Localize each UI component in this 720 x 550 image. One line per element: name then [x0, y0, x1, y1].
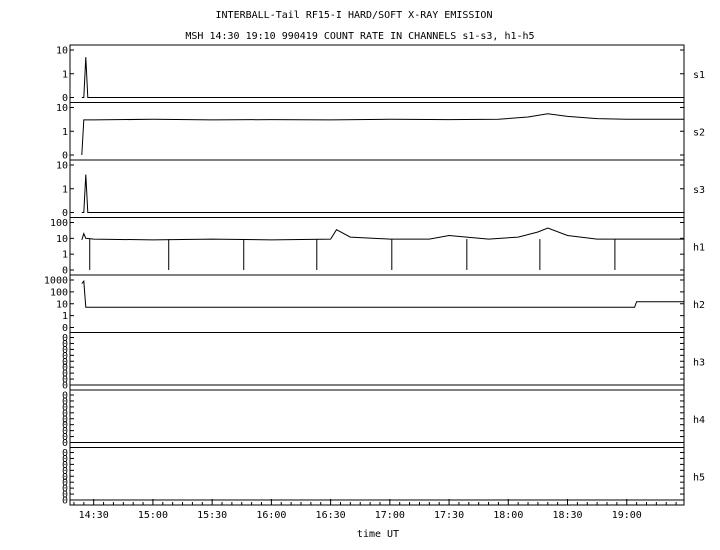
- x-tick-label: 15:30: [197, 510, 227, 521]
- series-line-s3: [81, 174, 684, 213]
- y-tick-label: 0: [62, 408, 68, 419]
- x-tick-label: 15:00: [138, 510, 168, 521]
- y-tick-label: 0: [62, 496, 68, 507]
- y-tick-label: 0: [62, 420, 68, 431]
- chart-title: INTERBALL-Tail RF15-I HARD/SOFT X-RAY EM…: [216, 10, 493, 21]
- y-tick-label: 0: [62, 472, 68, 483]
- y-tick-label: 0: [62, 402, 68, 413]
- y-tick-label: 1000: [44, 276, 68, 287]
- y-tick-label: 0: [62, 375, 68, 386]
- channel-label-h4: h4: [693, 415, 705, 426]
- x-axis: 14:30 15:00 15:30 16:00 16:30 17:00 17:30 18:00…: [73, 499, 677, 521]
- panel-frame: [69, 274, 685, 333]
- y-tick-label: 0: [62, 363, 68, 374]
- x-tick-label: 19:00: [612, 510, 642, 521]
- y-tick-label: 0: [62, 426, 68, 437]
- series-line-h1: [81, 227, 684, 241]
- y-tick-label: 0: [62, 351, 68, 362]
- y-tick-label: 0: [62, 396, 68, 407]
- x-tick-label: 17:30: [434, 510, 464, 521]
- panel-frame: [69, 447, 685, 506]
- y-tick-label: 0: [62, 438, 68, 449]
- channel-label-s3: s3: [693, 185, 705, 196]
- y-tick-label: 0: [62, 323, 68, 334]
- x-tick-label: 18:30: [552, 510, 582, 521]
- y-tick-label: 1: [62, 127, 68, 138]
- y-tick-label: 0: [62, 391, 68, 402]
- series-line-s1: [81, 57, 684, 98]
- y-tick-label: 0: [62, 381, 68, 392]
- y-tick-label: 0: [62, 484, 68, 495]
- y-tick-label: 0: [62, 466, 68, 477]
- panel-frame: [69, 389, 685, 448]
- channel-label-h2: h2: [693, 300, 705, 311]
- y-tick-label: 0: [62, 460, 68, 471]
- chart-subtitle: MSH 14:30 19:10 990419 COUNT RATE IN CHA…: [185, 31, 534, 42]
- panel-frame: [69, 217, 685, 276]
- y-tick-label: 10: [56, 161, 68, 172]
- panel-frame: [69, 44, 685, 103]
- panel-frame: [69, 102, 685, 161]
- y-tick-label: 1: [62, 250, 68, 261]
- channel-label-h5: h5: [693, 472, 705, 483]
- y-tick-label: 0: [62, 490, 68, 501]
- x-tick-label: 18:00: [493, 510, 523, 521]
- x-tick-label: 16:30: [316, 510, 346, 521]
- y-tick-label: 0: [62, 208, 68, 219]
- channel-label-s2: s2: [693, 127, 705, 138]
- y-tick-label: 0: [62, 448, 68, 459]
- y-tick-label: 100: [50, 287, 68, 298]
- panel-frame: [69, 332, 685, 391]
- y-tick-label: 0: [62, 333, 68, 344]
- y-tick-label: 1: [62, 184, 68, 195]
- panel-frame: [69, 159, 685, 218]
- y-tick-label: 0: [62, 339, 68, 350]
- x-axis-label: time UT: [357, 529, 399, 540]
- x-tick-label: 16:00: [256, 510, 286, 521]
- y-tick-label: 10: [56, 299, 68, 310]
- y-tick-label: 0: [62, 414, 68, 425]
- x-tick-label: 14:30: [79, 510, 109, 521]
- y-tick-label: 100: [50, 218, 68, 229]
- y-tick-label: 0: [62, 266, 68, 277]
- y-tick-label: 0: [62, 478, 68, 489]
- channel-label-h1: h1: [693, 242, 705, 253]
- x-tick-label: 17:00: [375, 510, 405, 521]
- y-tick-label: 0: [62, 454, 68, 465]
- y-tick-label: 1: [62, 311, 68, 322]
- channel-label-h3: h3: [693, 357, 705, 368]
- channel-label-s1: s1: [693, 70, 705, 81]
- y-tick-label: 10: [56, 46, 68, 57]
- y-tick-label: 1: [62, 69, 68, 80]
- y-tick-label: 0: [62, 345, 68, 356]
- series-line-s2: [81, 113, 684, 156]
- y-tick-label: 0: [62, 151, 68, 162]
- y-tick-label: 0: [62, 369, 68, 380]
- y-tick-label: 0: [62, 432, 68, 443]
- y-tick-label: 10: [56, 234, 68, 245]
- y-tick-label: 0: [62, 357, 68, 368]
- y-tick-label: 10: [56, 103, 68, 114]
- series-line-h2: [81, 279, 684, 308]
- y-tick-label: 0: [62, 93, 68, 104]
- panels-group: 1010s11010s21010s31001010h110001001010h2…: [44, 44, 705, 507]
